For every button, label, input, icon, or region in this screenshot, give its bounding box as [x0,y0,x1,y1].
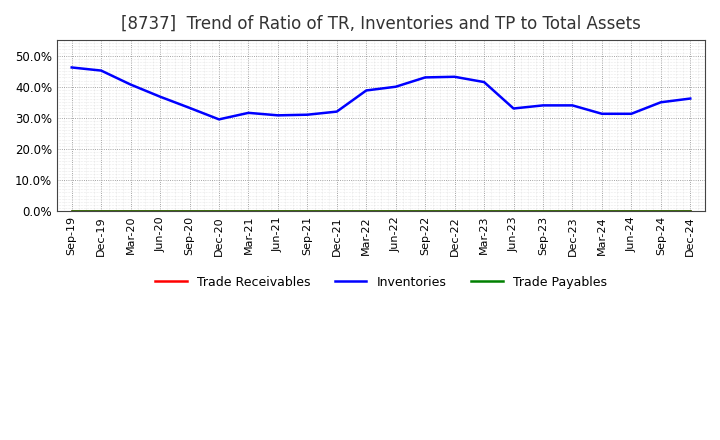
Inventories [244,110,253,115]
Inventories [126,82,135,87]
Trade Receivables [362,209,371,214]
Trade Receivables [480,209,488,214]
Trade Payables [274,209,282,214]
Inventories [392,84,400,89]
Trade Payables [215,209,223,214]
Inventories [657,99,665,105]
Trade Payables [333,209,341,214]
Trade Receivables [97,209,106,214]
Trade Receivables [185,209,194,214]
Inventories [303,112,312,117]
Trade Receivables [68,209,76,214]
Trade Payables [657,209,665,214]
Inventories [274,113,282,118]
Inventories [686,96,695,101]
Inventories [97,68,106,73]
Inventories [509,106,518,111]
Trade Payables [392,209,400,214]
Trade Receivables [392,209,400,214]
Inventories [185,105,194,110]
Trade Receivables [244,209,253,214]
Trade Payables [126,209,135,214]
Inventories [480,80,488,85]
Trade Payables [244,209,253,214]
Trade Payables [598,209,606,214]
Inventories [539,103,547,108]
Trade Payables [509,209,518,214]
Trade Payables [185,209,194,214]
Trade Receivables [509,209,518,214]
Trade Receivables [539,209,547,214]
Trade Payables [686,209,695,214]
Inventories [627,111,636,117]
Trade Receivables [627,209,636,214]
Inventories [421,75,430,80]
Trade Receivables [215,209,223,214]
Trade Payables [156,209,164,214]
Trade Receivables [156,209,164,214]
Inventories [568,103,577,108]
Inventories [215,117,223,122]
Trade Receivables [421,209,430,214]
Inventories [68,65,76,70]
Inventories [362,88,371,93]
Trade Receivables [303,209,312,214]
Trade Receivables [686,209,695,214]
Trade Payables [362,209,371,214]
Inventories [450,74,459,80]
Trade Payables [421,209,430,214]
Trade Payables [568,209,577,214]
Title: [8737]  Trend of Ratio of TR, Inventories and TP to Total Assets: [8737] Trend of Ratio of TR, Inventories… [121,15,641,33]
Legend: Trade Receivables, Inventories, Trade Payables: Trade Receivables, Inventories, Trade Pa… [150,271,611,294]
Trade Payables [97,209,106,214]
Trade Receivables [568,209,577,214]
Inventories [156,94,164,99]
Trade Payables [68,209,76,214]
Trade Payables [450,209,459,214]
Trade Payables [480,209,488,214]
Inventories [598,111,606,117]
Trade Payables [303,209,312,214]
Trade Receivables [274,209,282,214]
Trade Receivables [657,209,665,214]
Trade Payables [539,209,547,214]
Line: Inventories: Inventories [72,67,690,119]
Trade Receivables [450,209,459,214]
Trade Payables [627,209,636,214]
Inventories [333,109,341,114]
Trade Receivables [598,209,606,214]
Trade Receivables [126,209,135,214]
Trade Receivables [333,209,341,214]
